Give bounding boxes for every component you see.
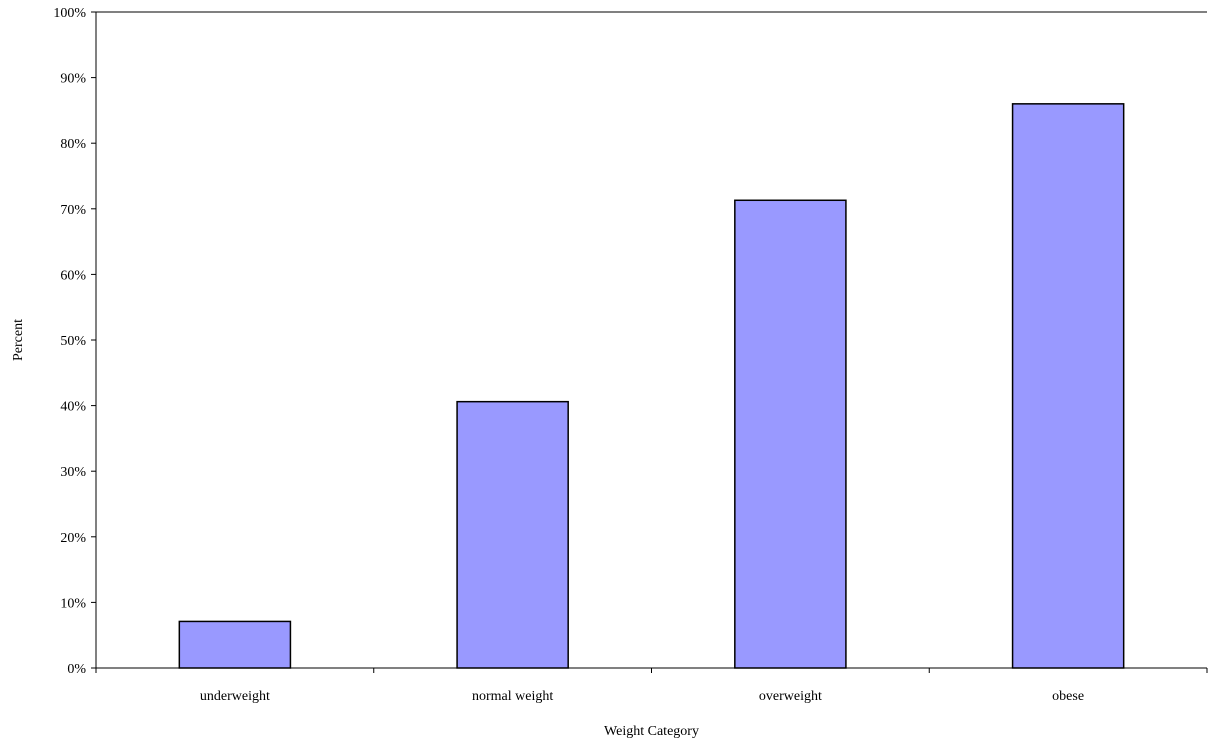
y-tick-label: 100% <box>53 6 86 21</box>
bar-overweight <box>734 199 847 669</box>
y-tick-label: 30% <box>60 465 86 480</box>
y-tick-label: 90% <box>60 72 86 87</box>
x-axis-ticks: underweight normal weight overweight obese <box>95 668 1208 704</box>
y-tick-label: 60% <box>60 268 86 283</box>
bar-obese <box>1011 103 1125 669</box>
x-tick-label: normal weight <box>472 689 553 704</box>
y-axis-label: Percent <box>11 319 26 361</box>
y-tick-label: 0% <box>67 662 86 677</box>
bar-underweight <box>178 620 292 669</box>
y-tick-label: 40% <box>60 400 86 415</box>
y-tick-label: 50% <box>60 334 86 349</box>
y-tick-label: 80% <box>60 137 86 152</box>
x-tick-label: obese <box>1052 689 1084 704</box>
y-tick-label: 20% <box>60 531 86 546</box>
bars-group <box>178 103 1125 669</box>
y-axis-ticks: 0% 10% 20% 30% 40% 50% 60% 70% 80% 90% 100% <box>53 6 96 677</box>
y-tick-label: 10% <box>60 596 86 611</box>
bar-normal-weight <box>456 400 569 669</box>
x-axis-label: Weight Category <box>604 724 699 739</box>
x-tick-label: underweight <box>200 689 270 704</box>
y-tick-label: 70% <box>60 203 86 218</box>
x-tick-label: overweight <box>759 689 822 704</box>
